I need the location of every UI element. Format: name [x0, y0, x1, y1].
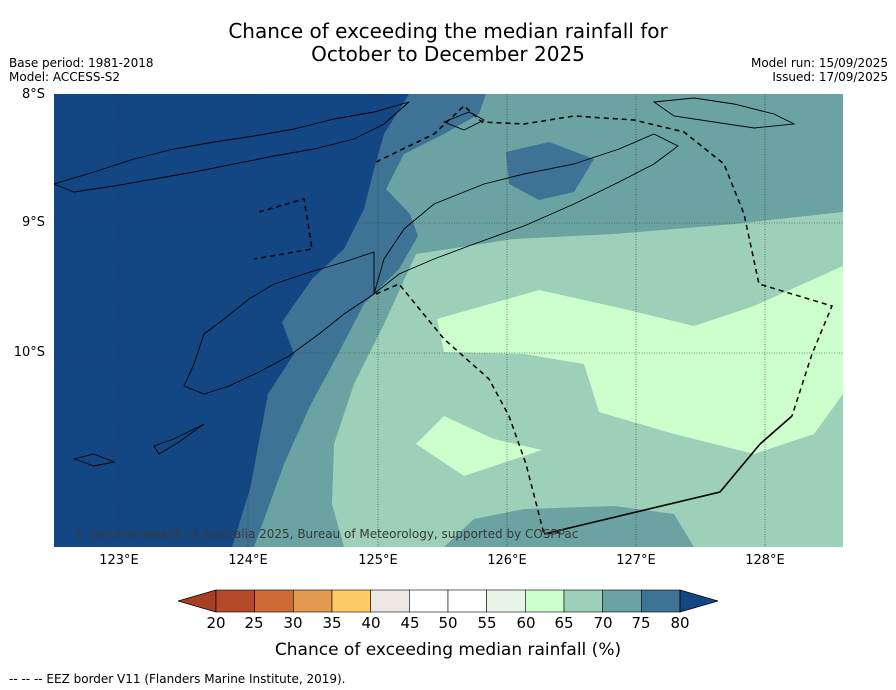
colorbar-tick-70: 70: [593, 614, 613, 632]
colorbar-cell: [409, 589, 449, 613]
colorbar-cell: [370, 589, 410, 613]
meta-right: Model run: 15/09/2025 Issued: 17/09/2025: [751, 56, 888, 84]
colorbar-tick-45: 45: [400, 614, 420, 632]
colorbar-tick-30: 30: [283, 614, 303, 632]
lat-label-9s: 9°S: [21, 215, 45, 230]
colorbar-cell: [215, 589, 255, 613]
zone-60-65-east: [437, 266, 843, 454]
eez-border-solid: [543, 415, 793, 535]
colorbar-cell: [486, 589, 526, 613]
sabu-coast: [72, 453, 116, 467]
eez-border: [253, 104, 834, 535]
colorbar-cell: [525, 589, 565, 613]
coastlines: [54, 97, 796, 467]
zone-gt80: [54, 94, 409, 547]
zone-60-65-south: [416, 416, 542, 476]
meta-left: Base period: 1981-2018 Model: ACCESS-S2: [9, 56, 154, 84]
alor-coast: [442, 111, 485, 131]
colorbar-label: Chance of exceeding median rainfall (%): [274, 640, 622, 660]
colorbar-max-extend: [679, 589, 718, 613]
colorbar-tick-80: 80: [670, 614, 690, 632]
gridlines: [54, 94, 843, 547]
colorbar-tick-60: 60: [516, 614, 536, 632]
lon-label-126e: 126°E: [487, 553, 527, 568]
lon-label-127e: 127°E: [616, 553, 656, 568]
rote-coast: [153, 423, 205, 455]
title-line-1: Chance of exceeding the median rainfall …: [228, 19, 668, 43]
colorbar-tick-50: 50: [438, 614, 458, 632]
timor-coast-north: [373, 133, 679, 295]
colorbar-tick-25: 25: [244, 614, 264, 632]
rainfall-map: [54, 94, 843, 547]
colorbar-cell: [641, 589, 681, 613]
west-timor-coast: [183, 251, 375, 395]
zone-75-80-blob: [506, 142, 594, 200]
colorbar-tick-40: 40: [361, 614, 381, 632]
issued-date: Issued: 17/09/2025: [772, 70, 888, 84]
eez-legend-footer: -- -- -- EEZ border V11 (Flanders Marine…: [9, 672, 346, 686]
lon-label-124e: 124°E: [228, 553, 268, 568]
colorbar-cell: [293, 589, 333, 613]
base-period: Base period: 1981-2018: [9, 56, 154, 70]
colorbar-min-extend: [178, 589, 217, 613]
model-name: Model: ACCESS-S2: [9, 70, 121, 84]
lat-label-8s: 8°S: [21, 87, 45, 102]
map-title: Chance of exceeding the median rainfall …: [0, 20, 896, 66]
lat-label-10s: 10°S: [13, 345, 45, 360]
lon-label-125e: 125°E: [358, 553, 398, 568]
colorbar-cell: [563, 589, 603, 613]
colorbar-tick-20: 20: [206, 614, 226, 632]
flores-sumba-coast: [54, 101, 410, 193]
lon-label-128e: 128°E: [745, 553, 785, 568]
colorbar-cell: [447, 589, 487, 613]
colorbar-tick-75: 75: [631, 614, 651, 632]
wetar-coast: [652, 97, 796, 129]
colorbar-cell: [254, 589, 294, 613]
colorbar-tick-65: 65: [554, 614, 574, 632]
colorbar-tick-55: 55: [477, 614, 497, 632]
model-run: Model run: 15/09/2025: [750, 56, 888, 70]
colorbar-cell: [331, 589, 371, 613]
colorbar: [178, 589, 718, 613]
colorbar-tick-35: 35: [322, 614, 342, 632]
lon-label-123e: 123°E: [99, 553, 139, 568]
copyright-note: © Commonwealth of Australia 2025, Bureau…: [73, 527, 579, 541]
title-line-2: October to December 2025: [311, 42, 585, 66]
colorbar-cell: [602, 589, 642, 613]
